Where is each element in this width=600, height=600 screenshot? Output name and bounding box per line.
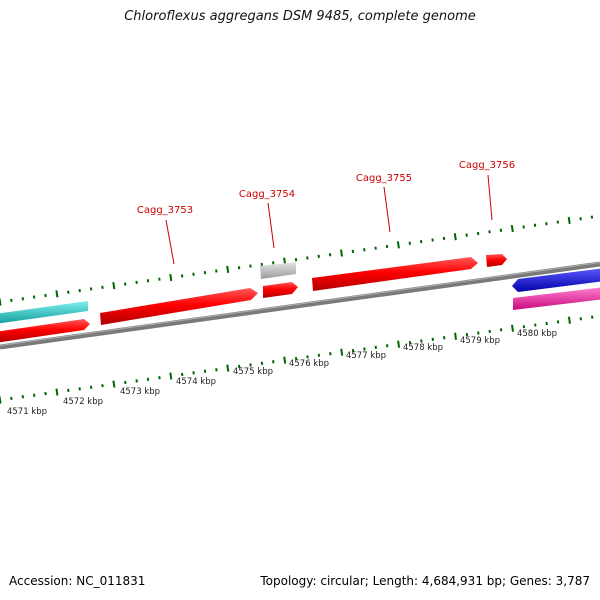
gene-unlabeled-small[interactable]: [263, 282, 298, 298]
outer-tick: [385, 244, 389, 249]
gene-label-cagg-3755[interactable]: Cagg_3755: [356, 173, 412, 184]
scale-label-4571: 4571 kbp: [7, 407, 47, 417]
outer-tick: [442, 236, 446, 241]
leader-cagg-3756: [487, 174, 493, 221]
scale-label-4578: 4578 kbp: [403, 343, 443, 353]
outer-tick: [453, 233, 457, 241]
gene-cagg-3756[interactable]: [486, 254, 507, 267]
reverse-strand-genes: [0, 268, 600, 343]
inner-tick: [556, 320, 560, 324]
inner-tick: [158, 376, 161, 380]
scale-label-4579: 4579 kbp: [460, 336, 500, 346]
inner-tick: [44, 391, 47, 396]
outer-tick: [317, 254, 320, 258]
outer-tick: [226, 265, 230, 273]
inner-tick: [146, 377, 150, 381]
outer-tick: [0, 298, 2, 306]
inner-tick: [340, 348, 344, 356]
outer-tick: [510, 224, 514, 233]
gene-label-cagg-3756[interactable]: Cagg_3756: [459, 160, 515, 171]
outer-tick: [340, 249, 343, 257]
genome-backbone-highlight: [0, 262, 600, 346]
inner-tick: [169, 372, 173, 380]
genome-backbone: [0, 261, 600, 350]
gene-labels: Cagg_3753 Cagg_3754 Cagg_3755 Cagg_3756: [137, 160, 515, 216]
inner-tick: [568, 316, 571, 324]
gene-red-left[interactable]: [0, 319, 90, 343]
gene-label-leaders: [165, 174, 493, 265]
scale-label-4572: 4572 kbp: [63, 397, 103, 407]
gene-cagg-3754[interactable]: [260, 262, 296, 279]
inner-tick: [397, 340, 401, 348]
outer-tick: [249, 264, 252, 268]
outer-tick: [590, 215, 594, 219]
inner-tick: [0, 396, 2, 404]
genome-summary: Topology: circular; Length: 4,684,931 bp…: [260, 574, 590, 588]
outer-tick: [112, 282, 116, 290]
outer-tick: [169, 273, 173, 282]
inner-tick: [260, 361, 264, 365]
outer-tick: [522, 225, 525, 229]
inner-tick: [226, 364, 230, 372]
inner-tick: [55, 388, 59, 396]
gene-cagg-3755[interactable]: [312, 257, 478, 291]
scale-labels: 4571 kbp 4572 kbp 4573 kbp 4574 kbp 4575…: [7, 329, 557, 417]
scale-label-4574: 4574 kbp: [176, 377, 216, 387]
inner-tick: [112, 380, 116, 388]
gene-cyan[interactable]: [0, 301, 88, 324]
outer-tick: [306, 256, 309, 260]
inner-tick: [511, 324, 514, 332]
scale-label-4575: 4575 kbp: [233, 367, 273, 377]
inner-tick: [363, 347, 366, 351]
gene-label-cagg-3753[interactable]: Cagg_3753: [137, 205, 193, 216]
outer-tick: [396, 241, 400, 249]
outer-tick: [567, 216, 571, 225]
outer-tick: [55, 290, 59, 298]
gene-label-cagg-3754[interactable]: Cagg_3754: [239, 189, 295, 200]
outer-tick: [374, 246, 377, 250]
gene-blue[interactable]: [512, 268, 600, 292]
scale-label-4577: 4577 kbp: [346, 351, 386, 361]
outer-tick: [101, 285, 104, 289]
gene-cagg-3753[interactable]: [100, 288, 258, 325]
leader-cagg-3755: [383, 186, 391, 233]
scale-label-4580: 4580 kbp: [517, 329, 557, 339]
leader-cagg-3754: [267, 202, 275, 249]
page-title: Chloroflexus aggregans DSM 9485, complet…: [124, 9, 476, 24]
outer-tick: [237, 266, 241, 270]
inner-tick: [465, 332, 469, 337]
accession-label: Accession: NC_011831: [9, 574, 146, 588]
forward-strand-genes: [100, 254, 507, 325]
leader-cagg-3753: [165, 219, 175, 265]
scale-label-4573: 4573 kbp: [120, 387, 160, 397]
outer-tick: [180, 274, 184, 278]
inner-tick: [249, 363, 252, 367]
inner-tick: [283, 356, 287, 364]
gene-pink[interactable]: [513, 287, 600, 310]
inner-tick: [454, 332, 457, 340]
inner-tick: [351, 348, 355, 353]
outer-tick: [32, 295, 36, 299]
inner-tick-marks: [0, 315, 594, 404]
scale-label-4576: 4576 kbp: [289, 359, 329, 369]
